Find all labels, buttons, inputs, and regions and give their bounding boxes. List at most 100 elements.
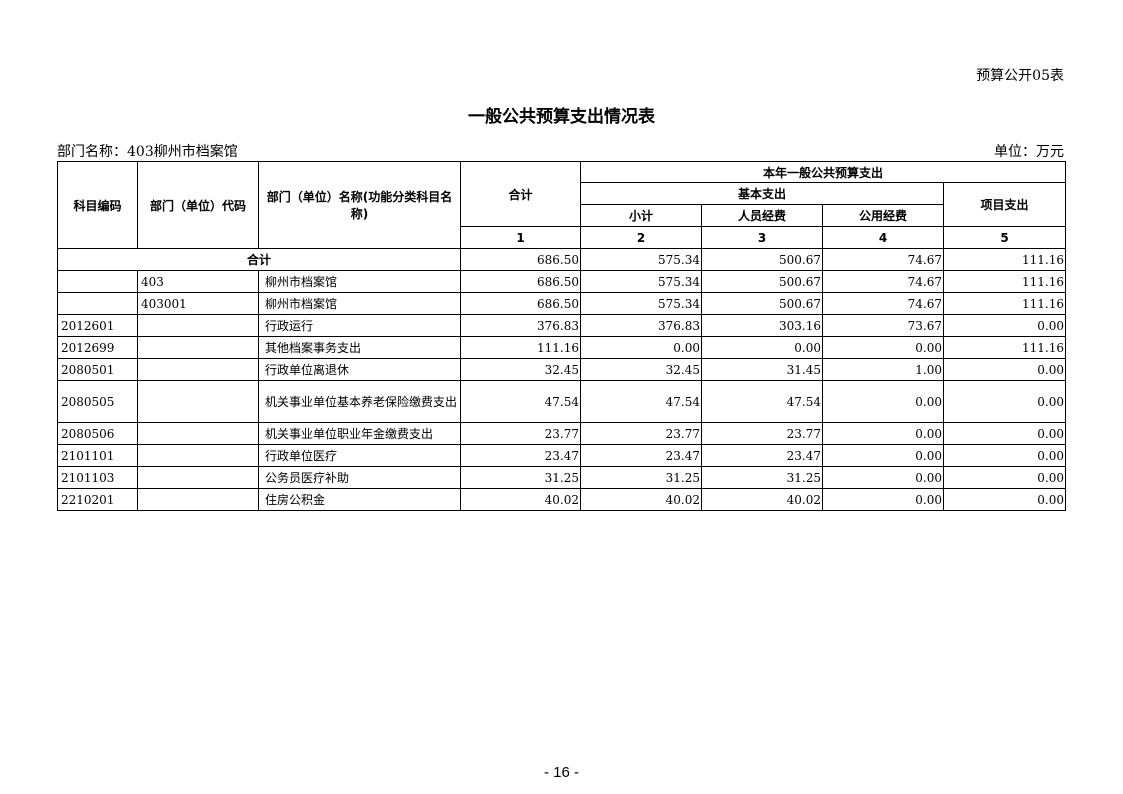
item-name: 机关事业单位基本养老保险缴费支出 xyxy=(258,380,461,423)
table-row: 2080505 机关事业单位基本养老保险缴费支出 47.54 47.54 47.54 0.… xyxy=(57,380,1067,423)
amount-cell: 0.00 xyxy=(942,444,1067,467)
amount-cell: 575.34 xyxy=(580,270,702,293)
amount-cell: 23.77 xyxy=(580,422,702,445)
amount-cell: 0.00 xyxy=(822,336,944,359)
amount-cell: 0.00 xyxy=(701,336,823,359)
dept-code xyxy=(137,314,259,337)
subject-code: 2012601 xyxy=(57,314,138,337)
dept-code xyxy=(137,336,259,359)
amount-cell: 686.50 xyxy=(460,270,581,293)
amount-cell: 500.67 xyxy=(701,292,823,315)
item-name: 住房公积金 xyxy=(258,488,461,511)
amount-cell: 23.47 xyxy=(701,444,823,467)
amount-cell: 0.00 xyxy=(822,444,944,467)
dept-code xyxy=(137,488,259,511)
table-row: 2012601 行政运行 376.83 376.83 303.16 73.67 0.00 xyxy=(57,314,1067,337)
item-name: 行政运行 xyxy=(258,314,461,337)
amount-cell: 0.00 xyxy=(822,380,944,423)
amount-cell: 111.16 xyxy=(460,336,581,359)
amount-cell: 23.77 xyxy=(701,422,823,445)
page-number: - 16 - xyxy=(543,764,579,781)
total-label: 合计 xyxy=(57,248,461,271)
amount-cell: 47.54 xyxy=(701,380,823,423)
item-name: 行政单位离退休 xyxy=(258,358,461,381)
amount-cell: 0.00 xyxy=(942,358,1067,381)
col-num: 5 xyxy=(942,226,1067,249)
subject-code: 2101101 xyxy=(57,444,138,467)
total-value: 500.67 xyxy=(701,248,823,271)
dept-code xyxy=(137,422,259,445)
subject-code: 2080506 xyxy=(57,422,138,445)
amount-cell: 47.54 xyxy=(580,380,702,423)
dept-code xyxy=(137,358,259,381)
amount-cell: 31.25 xyxy=(580,466,702,489)
department-label: 部门名称：403柳州市档案馆 xyxy=(57,144,238,160)
subject-code xyxy=(57,292,138,315)
item-name: 公务员医疗补助 xyxy=(258,466,461,489)
amount-cell: 303.16 xyxy=(701,314,823,337)
header-public: 公用经费 xyxy=(822,204,944,227)
col-num: 4 xyxy=(822,226,944,249)
header-name: 部门（单位）名称(功能分类科目名称) xyxy=(258,161,461,249)
table-row: 2080501 行政单位离退休 32.45 32.45 31.45 1.00 0.00 xyxy=(57,358,1067,381)
subject-code: 2101103 xyxy=(57,466,138,489)
dept-code xyxy=(137,444,259,467)
amount-cell: 500.67 xyxy=(701,270,823,293)
total-value: 575.34 xyxy=(580,248,702,271)
amount-cell: 0.00 xyxy=(942,314,1067,337)
amount-cell: 40.02 xyxy=(580,488,702,511)
amount-cell: 0.00 xyxy=(822,422,944,445)
dept-code xyxy=(137,466,259,489)
amount-cell: 0.00 xyxy=(942,488,1067,511)
amount-cell: 31.45 xyxy=(701,358,823,381)
amount-cell: 74.67 xyxy=(822,270,944,293)
amount-cell: 376.83 xyxy=(580,314,702,337)
amount-cell: 31.25 xyxy=(701,466,823,489)
budget-table: 科目编码 部门（单位）代码 部门（单位）名称(功能分类科目名称) 合计 本年一般… xyxy=(57,161,1067,511)
amount-cell: 686.50 xyxy=(460,292,581,315)
table-row: 2080506 机关事业单位职业年金缴费支出 23.77 23.77 23.77 0.00… xyxy=(57,422,1067,445)
amount-cell: 1.00 xyxy=(822,358,944,381)
amount-cell: 0.00 xyxy=(942,422,1067,445)
header-project: 项目支出 xyxy=(942,182,1067,227)
subject-code xyxy=(57,270,138,293)
amount-cell: 40.02 xyxy=(701,488,823,511)
amount-cell: 111.16 xyxy=(942,336,1067,359)
header-dept-code: 部门（单位）代码 xyxy=(137,161,259,249)
amount-cell: 111.16 xyxy=(942,270,1067,293)
amount-cell: 0.00 xyxy=(580,336,702,359)
item-name: 行政单位医疗 xyxy=(258,444,461,467)
subject-code: 2012699 xyxy=(57,336,138,359)
table-row: 2012699 其他档案事务支出 111.16 0.00 0.00 0.00 111.16 xyxy=(57,336,1067,359)
amount-cell: 0.00 xyxy=(822,488,944,511)
header-code: 科目编码 xyxy=(57,161,138,249)
total-value: 686.50 xyxy=(460,248,581,271)
amount-cell: 31.25 xyxy=(460,466,581,489)
amount-cell: 376.83 xyxy=(460,314,581,337)
dept-code: 403001 xyxy=(137,292,259,315)
amount-cell: 23.77 xyxy=(460,422,581,445)
amount-cell: 0.00 xyxy=(942,380,1067,423)
amount-cell: 32.45 xyxy=(460,358,581,381)
header-basic: 基本支出 xyxy=(580,182,944,205)
subject-code: 2080505 xyxy=(57,380,138,423)
dept-code: 403 xyxy=(137,270,259,293)
amount-cell: 23.47 xyxy=(460,444,581,467)
item-name: 柳州市档案馆 xyxy=(258,292,461,315)
amount-cell: 40.02 xyxy=(460,488,581,511)
table-row: 403 柳州市档案馆 686.50 575.34 500.67 74.67 111.16 xyxy=(57,270,1067,293)
col-num: 1 xyxy=(460,226,581,249)
table-row: 403001 柳州市档案馆 686.50 575.34 500.67 74.67 111.1… xyxy=(57,292,1067,315)
form-number: 预算公开05表 xyxy=(976,68,1064,84)
total-value: 74.67 xyxy=(822,248,944,271)
amount-cell: 32.45 xyxy=(580,358,702,381)
col-num: 2 xyxy=(580,226,702,249)
table-row: 2101101 行政单位医疗 23.47 23.47 23.47 0.00 0.00 xyxy=(57,444,1067,467)
subject-code: 2080501 xyxy=(57,358,138,381)
amount-cell: 0.00 xyxy=(822,466,944,489)
amount-cell: 47.54 xyxy=(460,380,581,423)
total-row: 合计 686.50 575.34 500.67 74.67 111.16 xyxy=(57,248,1067,271)
header-total: 合计 xyxy=(460,161,581,227)
amount-cell: 73.67 xyxy=(822,314,944,337)
